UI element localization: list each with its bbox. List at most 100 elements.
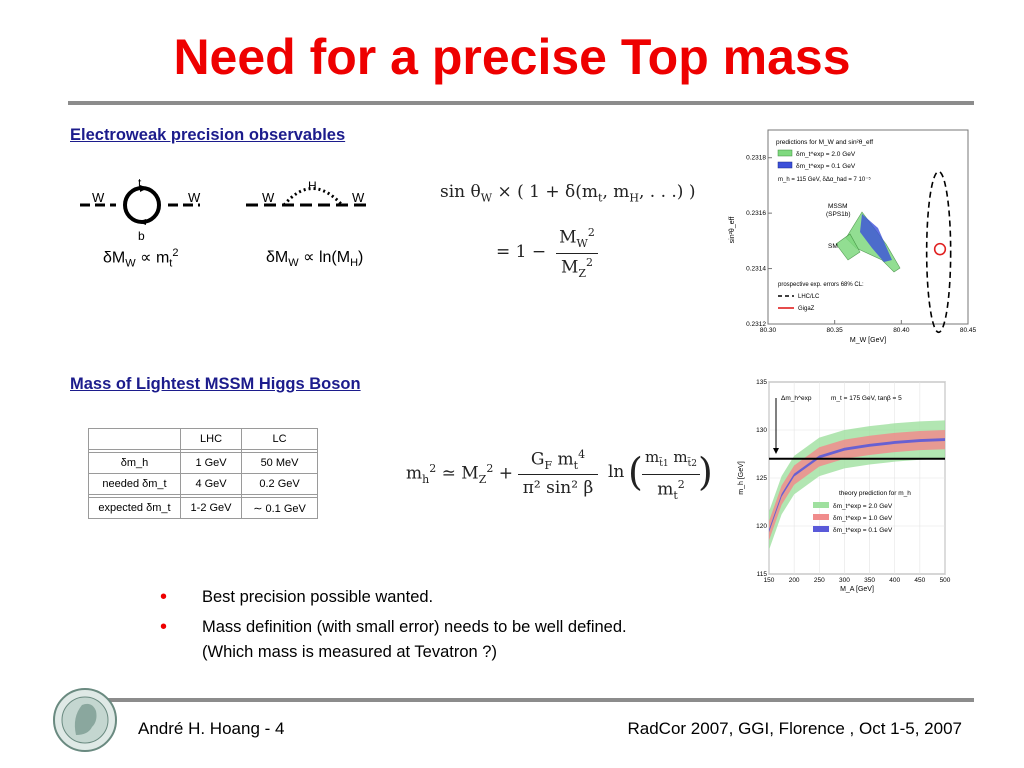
region-label-sm: SM xyxy=(828,243,838,250)
table-header-row: LHC LC xyxy=(88,428,318,450)
y-tick-label: 120 xyxy=(756,523,767,530)
y-tick-label: 0.2314 xyxy=(746,266,766,273)
legend-swatch-green xyxy=(777,149,793,157)
label-w-right: W xyxy=(352,190,365,205)
region-label-sps1b: (SPS1b) xyxy=(826,211,851,218)
chart1-note: m_h = 115 GeV, δΔα_had = 7 10⁻⁵ xyxy=(778,176,871,183)
feynman-diagram-top-loop: W W t b xyxy=(80,176,201,243)
y-tick-label: 0.2316 xyxy=(746,210,766,217)
x-tick-label: 200 xyxy=(789,577,800,584)
x-tick-label: 80.30 xyxy=(760,327,777,334)
arrow-top-icon xyxy=(140,185,148,192)
bullet-icon: • xyxy=(160,616,168,638)
chart2-annotation: m_t = 175 GeV, tanβ = 5 xyxy=(831,395,902,402)
table-header-lc: LC xyxy=(241,428,318,450)
fraction-ln-denominator: mt2 xyxy=(657,478,685,503)
table-cell: 1-2 GeV xyxy=(179,497,243,519)
errors-legend-title: prospective exp. errors 68% CL: xyxy=(778,282,864,288)
y-tick-label: 0.2312 xyxy=(746,321,766,328)
table-cell: 0.2 GeV xyxy=(241,473,318,495)
label-bottom-quark: b xyxy=(138,229,145,243)
arrow-bottom-icon xyxy=(138,219,146,225)
x-tick-label: 450 xyxy=(914,577,925,584)
feynman-diagram-higgs-loop: W W H xyxy=(246,179,370,207)
y-tick-label: 115 xyxy=(757,571,768,578)
band-blue-mssm xyxy=(860,214,892,262)
legend-label-red: δm_t^exp = 1.0 GeV xyxy=(833,515,893,522)
relation-higgs-mass: δMW ∝ ln(MH) xyxy=(266,249,364,270)
region-label-mssm: MSSM xyxy=(828,203,848,210)
x-tick-label: 80.45 xyxy=(960,327,977,334)
x-tick-label: 400 xyxy=(889,577,900,584)
arrow-down-icon xyxy=(773,448,779,454)
higgs-loop xyxy=(282,187,344,207)
paren-left: ( xyxy=(628,450,643,494)
legend-swatch-blue xyxy=(813,526,829,532)
ellipse-gigaz xyxy=(933,242,947,256)
table-header-lhc: LHC xyxy=(179,428,243,450)
table-cell: 50 MeV xyxy=(241,452,318,474)
bullet-item: • Best precision possible wanted. xyxy=(160,586,434,608)
chart2-xlabel: M_A [GeV] xyxy=(840,586,874,593)
fraction-numerator: MW2 xyxy=(559,226,595,251)
x-tick-label: 500 xyxy=(940,577,951,584)
table-cell: δm_h xyxy=(88,452,181,474)
band-green-sm xyxy=(835,233,861,261)
formula-higgs-mass: mh2 ≃ MZ2 + GF mt4 π² sin² β ln ( mt̃1 m… xyxy=(406,448,713,503)
x-tick-label: 300 xyxy=(839,577,850,584)
table-cell: 4 GeV xyxy=(179,473,243,495)
chart1-ylabel: sin²θ_eff xyxy=(729,217,736,244)
label-w-right: W xyxy=(188,190,201,205)
paren-right: ) xyxy=(698,450,713,494)
fraction-bar xyxy=(642,474,700,475)
logo-head-icon xyxy=(74,703,97,735)
formula-sin-theta-line1: sin θW × ( 1 + δ(mt, mH, . . .) ) xyxy=(440,182,696,205)
legend-swatch-blue xyxy=(777,161,793,169)
bullet-list: • Best precision possible wanted. • Mass… xyxy=(160,585,680,670)
bullet-item: • Mass definition (with small error) nee… xyxy=(160,616,627,661)
fraction-gf-numerator: GF mt4 xyxy=(530,448,586,473)
table-cell: needed δm_t xyxy=(88,473,181,495)
title-divider xyxy=(68,101,974,105)
fraction-bar xyxy=(556,253,598,254)
bullet-icon: • xyxy=(160,586,168,608)
fraction-bar xyxy=(518,474,598,475)
table-cell: expected δm_t xyxy=(88,497,181,519)
y-tick-label: 125 xyxy=(756,475,767,482)
y-tick-label: 0.2318 xyxy=(746,155,766,162)
footer-conference: RadCor 2007, GGI, Florence , Oct 1-5, 20… xyxy=(627,719,963,738)
label-w-left: W xyxy=(92,190,105,205)
label-top-quark: t xyxy=(138,176,142,190)
y-tick-label: 130 xyxy=(756,427,767,434)
precision-table: LHC LC δm_h 1 GeV 50 MeV needed δm_t 4 G… xyxy=(88,428,318,519)
x-tick-label: 80.35 xyxy=(827,327,844,334)
legend-label-blue: δm_t^exp = 0.1 GeV xyxy=(796,163,856,170)
x-tick-label: 250 xyxy=(814,577,825,584)
legend-swatch-red xyxy=(813,514,829,520)
y-tick-label: 135 xyxy=(756,379,767,386)
band-blue xyxy=(769,438,945,533)
fraction-denominator: MZ2 xyxy=(560,256,594,281)
label-higgs: H xyxy=(308,179,317,193)
fraction-ln-numerator: mt̃1 mt̃2 xyxy=(645,448,697,469)
chart1-title: predictions for M_W and sin²θ_eff xyxy=(776,139,873,146)
table-cell: ∼ 0.1 GeV xyxy=(241,497,318,519)
table-spacer xyxy=(88,449,318,453)
legend-label-blue: δm_t^exp = 0.1 GeV xyxy=(833,527,893,534)
x-tick-label: 150 xyxy=(764,577,775,584)
legend-label-green: δm_t^exp = 2.0 GeV xyxy=(833,503,893,510)
table-spacer xyxy=(88,494,318,498)
institute-logo xyxy=(53,688,117,752)
fraction-gf-denominator: π² sin² β xyxy=(522,478,594,498)
x-tick-label: 350 xyxy=(864,577,875,584)
legend-swatch-green xyxy=(813,502,829,508)
footer-divider xyxy=(68,698,974,702)
arrow-label: Δm_h^exp xyxy=(781,395,812,402)
chart-mh-vs-ma: 150 200 250 300 350 400 450 500115120125130135 … xyxy=(738,379,951,593)
chart1-xlabel: M_W [GeV] xyxy=(850,337,886,344)
chart-mw-sin2theta: 80.30 80.35 80.40 80.45 0.2312 0.2314 0.2316 0.… xyxy=(729,129,977,344)
section-higgs-heading: Mass of Lightest MSSM Higgs Boson xyxy=(70,375,361,393)
table-header-cell xyxy=(88,428,181,450)
footer-author: André H. Hoang - 4 xyxy=(138,719,285,738)
label-w-left: W xyxy=(262,190,275,205)
